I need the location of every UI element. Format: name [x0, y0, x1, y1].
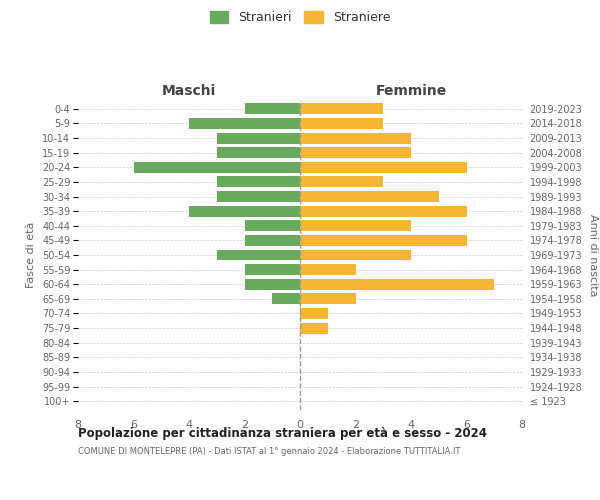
Bar: [217, 191, 300, 202]
Y-axis label: Anni di nascita: Anni di nascita: [588, 214, 598, 296]
Text: Femmine: Femmine: [376, 84, 446, 98]
Bar: [245, 104, 300, 115]
Bar: [300, 206, 467, 216]
Bar: [272, 294, 300, 304]
Text: COMUNE DI MONTELEPRE (PA) - Dati ISTAT al 1° gennaio 2024 - Elaborazione TUTTITA: COMUNE DI MONTELEPRE (PA) - Dati ISTAT a…: [78, 448, 460, 456]
Bar: [189, 118, 300, 129]
Legend: Stranieri, Straniere: Stranieri, Straniere: [209, 11, 391, 24]
Bar: [300, 104, 383, 115]
Bar: [300, 264, 356, 275]
Bar: [189, 206, 300, 216]
Bar: [245, 279, 300, 289]
Bar: [300, 132, 411, 143]
Bar: [300, 220, 411, 231]
Bar: [300, 118, 383, 129]
Bar: [300, 294, 356, 304]
Bar: [217, 132, 300, 143]
Bar: [217, 250, 300, 260]
Bar: [300, 147, 411, 158]
Y-axis label: Fasce di età: Fasce di età: [26, 222, 37, 288]
Bar: [300, 191, 439, 202]
Bar: [300, 162, 467, 172]
Bar: [245, 264, 300, 275]
Text: Maschi: Maschi: [162, 84, 216, 98]
Text: Popolazione per cittadinanza straniera per età e sesso - 2024: Popolazione per cittadinanza straniera p…: [78, 428, 487, 440]
Bar: [217, 147, 300, 158]
Bar: [300, 235, 467, 246]
Bar: [245, 235, 300, 246]
Bar: [300, 308, 328, 319]
Bar: [133, 162, 300, 172]
Bar: [245, 220, 300, 231]
Bar: [300, 322, 328, 334]
Bar: [300, 250, 411, 260]
Bar: [300, 279, 494, 289]
Bar: [217, 176, 300, 188]
Bar: [300, 176, 383, 188]
